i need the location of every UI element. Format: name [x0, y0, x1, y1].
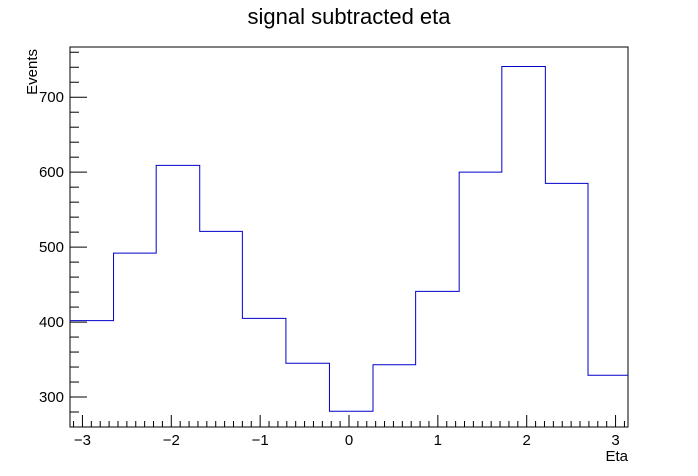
- x-tick-label: 2: [523, 432, 531, 449]
- x-tick-label: −3: [74, 432, 91, 449]
- x-axis-label: Eta: [605, 448, 628, 465]
- x-tick-label: −1: [252, 432, 269, 449]
- plot-frame: [69, 46, 629, 428]
- histogram-series-line: [70, 65, 628, 412]
- y-axis-ticks: 300 400 500 600 700: [39, 51, 87, 428]
- y-tick-label: 700: [39, 89, 64, 106]
- y-tick-label: 400: [39, 314, 64, 331]
- y-tick-label: 300: [39, 389, 64, 406]
- y-axis-label: Events: [24, 49, 41, 95]
- x-axis-ticks: −3 −2 −1 0 1 2 3: [73, 415, 625, 449]
- x-tick-label: 0: [345, 432, 353, 449]
- x-tick-label: 3: [611, 432, 619, 449]
- y-tick-label: 600: [39, 164, 64, 181]
- y-tick-label: 500: [39, 239, 64, 256]
- x-tick-label: −2: [163, 432, 180, 449]
- x-tick-label: 1: [434, 432, 442, 449]
- chart-title: signal subtracted eta: [247, 4, 451, 29]
